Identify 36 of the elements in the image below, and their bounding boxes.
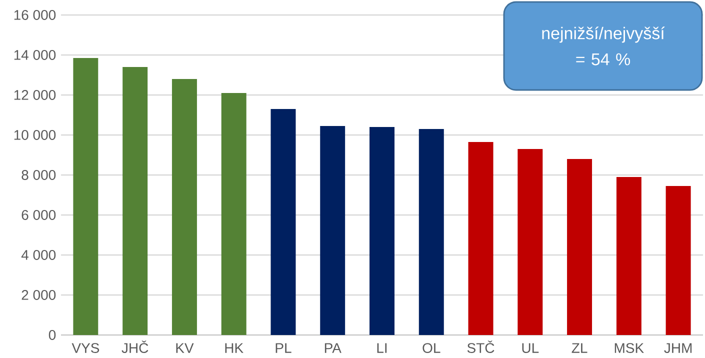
bar	[270, 108, 296, 335]
annotation: nejnižší/nejvyšší = 54 %	[542, 26, 665, 66]
bar	[418, 128, 444, 335]
bar	[122, 66, 148, 335]
bar	[172, 78, 197, 335]
x-tick-label: JHČ	[122, 340, 148, 353]
x-tick-label: PA	[324, 343, 342, 353]
x-tick-label: OL	[422, 343, 440, 353]
bar	[468, 142, 494, 335]
x-tick-label: MSK	[614, 343, 644, 353]
y-tick-label: 16 000	[14, 10, 56, 20]
bar	[567, 158, 592, 335]
bar	[616, 176, 642, 335]
x-tick-label: STČ	[467, 340, 494, 353]
y-tick-label: 2 000	[22, 290, 56, 300]
y-tick-label: 4 000	[21, 250, 56, 260]
x-tick-label: KV	[176, 343, 194, 353]
y-tick-label: 12 000	[14, 90, 56, 100]
y-tick-label: 14 000	[14, 50, 56, 60]
bar	[370, 126, 394, 335]
bar	[518, 148, 543, 335]
y-tick-label: 8 000	[22, 170, 56, 180]
y-tick-label: 10 000	[14, 130, 56, 140]
y-tick-label: 0	[48, 330, 56, 340]
bar	[320, 126, 346, 335]
bar	[666, 186, 691, 335]
x-tick-label: PL	[276, 343, 292, 353]
bar	[221, 92, 246, 335]
x-tick-label: ZL	[572, 343, 588, 353]
x-tick-label: UL	[522, 343, 539, 353]
y-tick-label: 6 000	[22, 210, 56, 220]
bar	[73, 58, 98, 335]
x-tick-label: LI	[377, 343, 387, 353]
x-tick-label: JHM	[664, 343, 692, 353]
x-tick-label: HK	[225, 343, 244, 353]
x-tick-label: VYS	[72, 343, 100, 353]
